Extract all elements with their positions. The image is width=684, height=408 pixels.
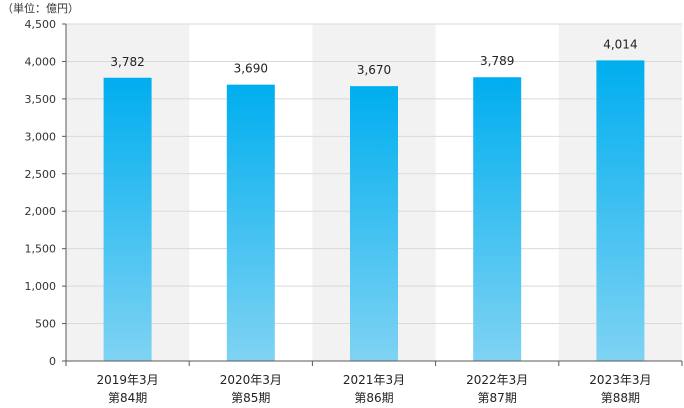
x-tick-label: 2019年3月 <box>97 373 159 387</box>
y-tick-label: 2,500 <box>25 168 57 181</box>
unit-label: （単位：億円） <box>2 2 79 15</box>
x-tick-label: 第87期 <box>478 391 517 405</box>
value-labels: 3,782 3,690 3,670 3,789 4,014 <box>110 37 637 77</box>
y-tick-label: 4,000 <box>25 55 57 68</box>
bar <box>103 77 152 361</box>
bar <box>226 84 275 361</box>
y-tick-labels: 0 500 1,000 1,500 2,000 2,500 3,000 3,500 4,000 4… <box>25 18 57 368</box>
bar <box>596 60 645 362</box>
y-tick-label: 4,500 <box>25 18 57 31</box>
x-tick-label: 第84期 <box>108 391 147 405</box>
value-label: 3,789 <box>480 54 514 68</box>
y-tick-label: 3,500 <box>25 93 57 106</box>
value-label: 4,014 <box>603 37 637 51</box>
value-label: 3,782 <box>110 55 144 69</box>
y-tick-label: 0 <box>49 355 56 368</box>
y-tick-label: 3,000 <box>25 130 57 143</box>
x-tick-label: 2021年3月 <box>343 373 405 387</box>
axes <box>62 23 683 366</box>
bar <box>350 86 398 361</box>
bars <box>103 60 645 362</box>
x-tick-label: 第85期 <box>231 391 270 405</box>
value-label: 3,670 <box>357 63 391 77</box>
x-tick-label: 第88期 <box>601 391 640 405</box>
value-label: 3,690 <box>234 62 268 76</box>
x-tick-label: 第86期 <box>354 391 393 405</box>
y-tick-label: 2,000 <box>25 205 57 218</box>
x-tick-label: 2020年3月 <box>220 373 282 387</box>
x-tick-label: 2023年3月 <box>589 373 651 387</box>
y-tick-label: 1,500 <box>25 243 57 256</box>
y-tick-label: 500 <box>35 318 56 331</box>
x-tick-label: 2022年3月 <box>466 373 528 387</box>
y-tick-label: 1,000 <box>25 280 57 293</box>
bar <box>473 77 522 361</box>
